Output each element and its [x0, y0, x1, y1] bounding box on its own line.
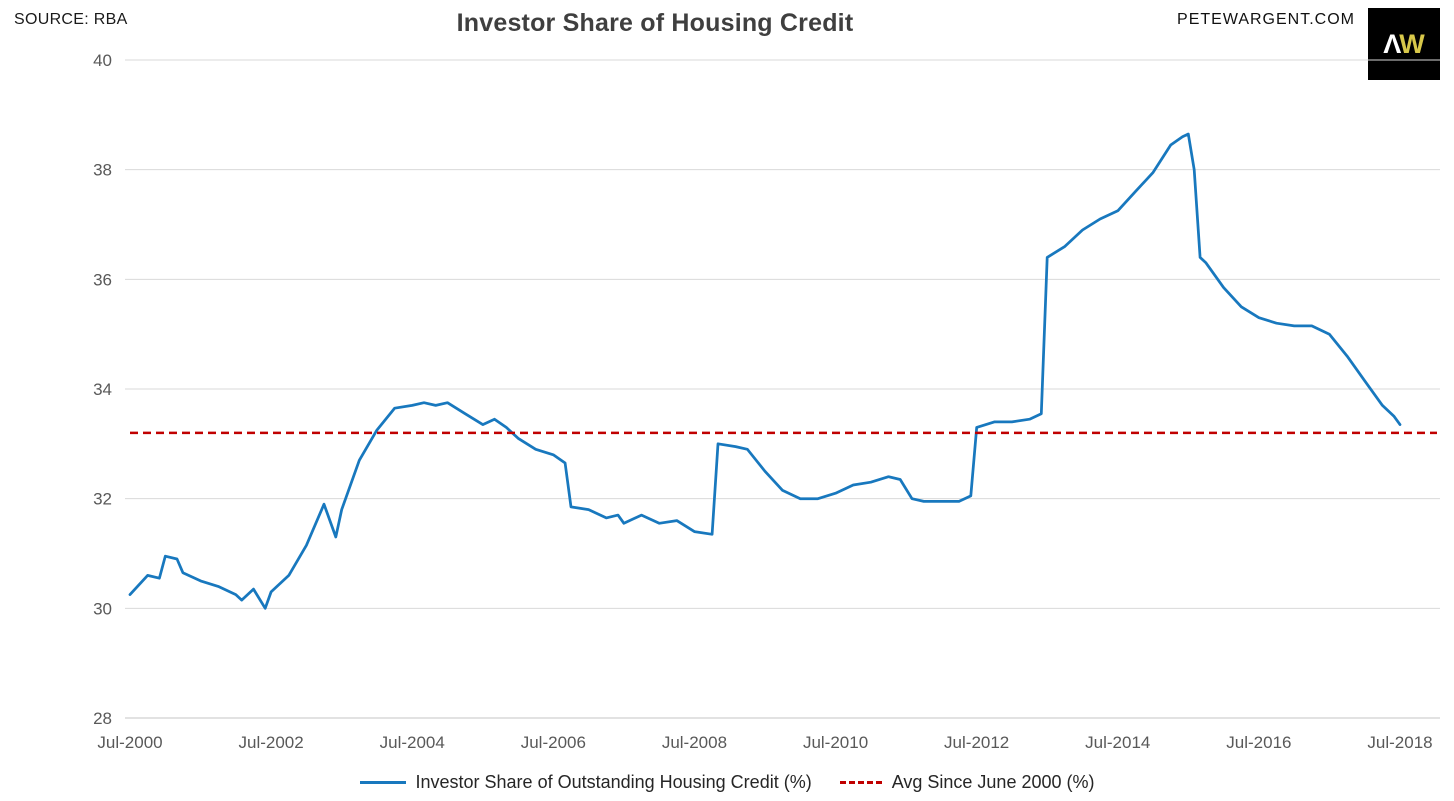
x-axis-tick-label: Jul-2012 [944, 733, 1009, 752]
red-dashed-swatch [839, 781, 882, 784]
y-axis-tick-label: 32 [93, 490, 112, 509]
y-axis-tick-label: 28 [93, 709, 112, 728]
y-axis-tick-label: 38 [93, 161, 112, 180]
x-axis-tick-label: Jul-2016 [1226, 733, 1291, 752]
x-axis-tick-label: Jul-2008 [662, 733, 727, 752]
chart-legend: Investor Share of Outstanding Housing Cr… [0, 772, 1454, 793]
y-axis-tick-label: 30 [93, 599, 112, 618]
blue-line-swatch [359, 781, 406, 784]
logo-letter-lambda: Λ [1383, 28, 1402, 59]
x-axis-tick-label: Jul-2006 [521, 733, 586, 752]
y-axis-tick-label: 34 [93, 380, 112, 399]
y-axis-tick-label: 40 [93, 51, 112, 70]
x-axis-tick-label: Jul-2014 [1085, 733, 1150, 752]
investor-share-line [128, 132, 1402, 610]
logo-letter-w: W [1399, 28, 1425, 59]
chart-title: Investor Share of Housing Credit [456, 9, 854, 37]
legend-label-average: Avg Since June 2000 (%) [891, 772, 1095, 792]
legend-item-average: Avg Since June 2000 (%) [839, 772, 1095, 793]
legend-label-investor-share: Investor Share of Outstanding Housing Cr… [415, 772, 812, 792]
y-axis-tick-label: 36 [93, 270, 112, 289]
website-label: PETEWARGENT.COM [1177, 11, 1355, 28]
x-axis-tick-label: Jul-2000 [97, 733, 162, 752]
x-axis-tick-label: Jul-2010 [803, 733, 868, 752]
source-label: SOURCE: RBA [14, 11, 128, 28]
x-axis-tick-label: Jul-2002 [239, 733, 304, 752]
x-axis-tick-label: Jul-2018 [1367, 733, 1432, 752]
legend-item-investor-share: Investor Share of Outstanding Housing Cr… [359, 772, 812, 793]
x-axis-tick-label: Jul-2004 [380, 733, 445, 752]
